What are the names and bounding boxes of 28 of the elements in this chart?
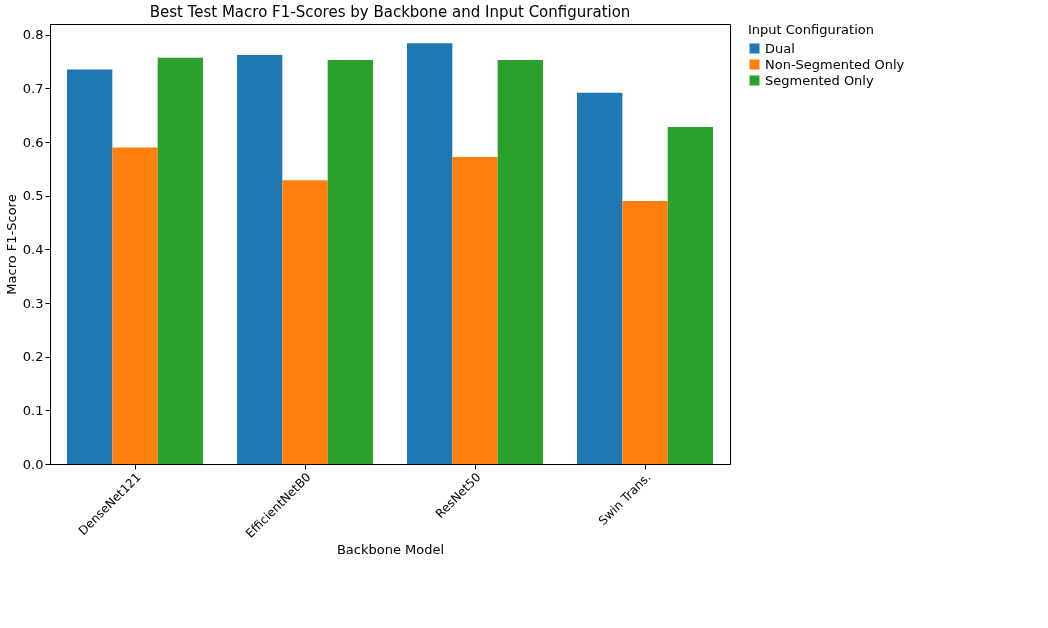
- legend-label: Segmented Only: [765, 72, 874, 88]
- bar: [67, 69, 113, 464]
- legend-label: Non-Segmented Only: [765, 56, 905, 72]
- bar: [327, 59, 373, 464]
- bar: [497, 59, 543, 464]
- bar: [157, 57, 203, 464]
- chart-title: Best Test Macro F1-Scores by Backbone and Input Configuration: [149, 3, 631, 21]
- y-tick-label: 0.8: [22, 27, 44, 43]
- y-axis-title: Macro F1-Score: [3, 194, 19, 295]
- y-tick-label: 0.5: [22, 188, 44, 204]
- bar: [237, 55, 283, 464]
- legend-title: Input Configuration: [748, 22, 874, 37]
- bar: [622, 201, 668, 464]
- bar: [282, 180, 328, 464]
- legend-label: Dual: [765, 40, 795, 56]
- y-tick-label: 0.1: [22, 402, 44, 418]
- y-tick-label: 0.2: [22, 349, 44, 365]
- y-tick-label: 0.3: [22, 295, 44, 311]
- bar: [577, 92, 623, 464]
- x-axis-title: Backbone Model: [336, 541, 445, 557]
- bar: [407, 43, 453, 464]
- y-tick-label: 0.6: [22, 134, 44, 150]
- bar: [112, 147, 158, 464]
- bar: [452, 157, 498, 464]
- y-tick-label: 0.4: [22, 241, 44, 257]
- bar: [667, 127, 713, 464]
- y-tick-label: 0.0: [22, 456, 44, 472]
- y-tick-label: 0.7: [22, 80, 44, 96]
